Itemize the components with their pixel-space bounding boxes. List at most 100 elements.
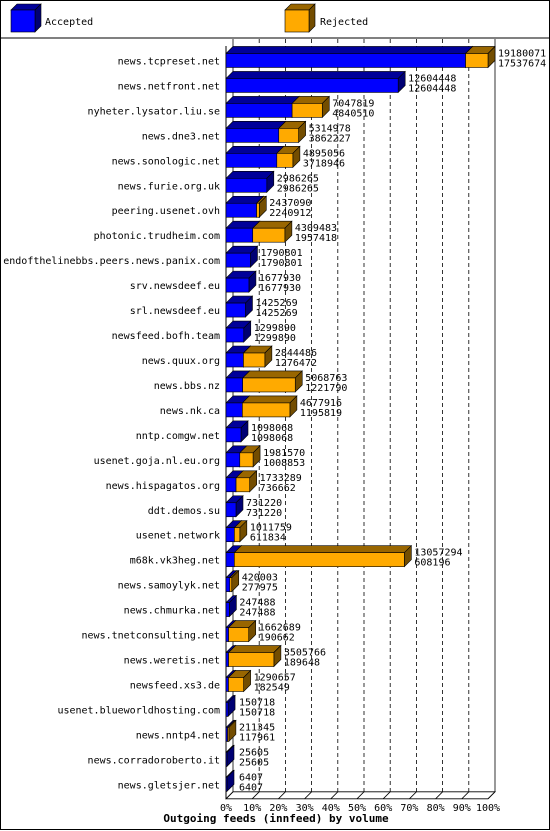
x-axis: 0% 10% 20% 30% 40% 50% 60% 70% 80% 90% 100% — [220, 791, 500, 814]
offered-value: 1790801 — [260, 248, 302, 259]
tick-mark — [356, 791, 365, 800]
rejected-box-icon — [284, 3, 316, 33]
bar-accepted — [225, 295, 254, 318]
category-label: photonic.trudheim.com — [94, 231, 220, 242]
category-label: news.dne3.net — [142, 131, 220, 142]
bar-rejected — [227, 669, 252, 693]
offered-value: 4677916 — [300, 398, 342, 409]
offered-value: 3505766 — [284, 648, 326, 659]
accepted-value: 1276472 — [275, 358, 317, 369]
bar-accepted — [225, 420, 249, 443]
bar-srl.newsdeef.eu — [225, 295, 254, 318]
bar-nntp.comgw.net — [225, 420, 249, 443]
bar-srv.newsdeef.eu — [225, 270, 257, 293]
tick-mark — [225, 791, 234, 800]
offered-value: 1098068 — [251, 423, 293, 434]
tick-label: 50% — [348, 803, 366, 814]
offered-value: 5068763 — [305, 373, 347, 384]
accepted-value: 1195819 — [300, 408, 342, 419]
accepted-value: 1008853 — [263, 458, 305, 469]
accepted-value: 3862227 — [309, 133, 351, 144]
offered-value: 1981570 — [263, 448, 305, 459]
accepted-value: 1299890 — [254, 333, 296, 344]
bar-accepted — [225, 245, 259, 268]
bar-accepted — [225, 694, 236, 718]
category-label: news.tnetconsulting.net — [82, 631, 220, 642]
bar-usenet.goja.nl.eu.org — [225, 445, 261, 468]
bar-rejected — [278, 120, 307, 144]
bar-nyheter.lysator.liu.se — [225, 95, 330, 119]
offered-value: 731220 — [246, 498, 282, 509]
category-label: usenet.network — [136, 531, 220, 542]
accepted-value: 611834 — [250, 533, 286, 544]
bar-accepted — [225, 594, 238, 618]
offered-value: 1299890 — [254, 323, 296, 334]
offered-value: 150718 — [239, 697, 275, 708]
category-label: news.nk.ca — [160, 406, 220, 417]
bar-accepted — [225, 170, 275, 194]
legend: Accepted Rejected — [1, 3, 550, 39]
offered-value: 2844486 — [275, 348, 317, 359]
bar-accepted — [225, 70, 406, 94]
category-label: newsfeed.xs3.de — [130, 680, 220, 691]
bar-accepted — [225, 769, 235, 793]
offered-value: 1425269 — [255, 298, 297, 309]
bar-accepted — [225, 45, 474, 69]
accepted-value: 4840510 — [332, 108, 374, 119]
category-label: endofthelinebbs.peers.news.panix.com — [3, 256, 220, 267]
accepted-value: 150718 — [239, 707, 275, 718]
offered-value: 2986265 — [277, 173, 319, 184]
accepted-value: 1957418 — [295, 233, 337, 244]
bar-accepted — [225, 145, 285, 169]
category-label: news.sonologic.net — [112, 156, 220, 167]
offered-value: 25605 — [239, 747, 269, 758]
bar-newsfeed.xs3.de — [225, 669, 252, 693]
offered-value: 1662689 — [259, 623, 301, 634]
bar-news.corradoroberto.it — [225, 744, 235, 768]
category-label: news.samoylyk.net — [118, 581, 220, 592]
category-label: m68k.vk3heg.net — [130, 556, 220, 567]
offered-value: 2437090 — [269, 198, 311, 209]
accepted-value: 1221790 — [305, 383, 347, 394]
accepted-value: 731220 — [246, 508, 282, 519]
tick-label: 0% — [220, 803, 232, 814]
bars — [225, 45, 496, 793]
offered-value: 5314978 — [309, 123, 351, 134]
category-label: news.chmurka.net — [124, 606, 220, 617]
tick-mark — [461, 791, 470, 800]
offered-value: 6407 — [239, 772, 263, 783]
bar-rejected — [227, 644, 282, 668]
category-label: ddt.demos.su — [148, 506, 220, 517]
accepted-value: 1425269 — [255, 308, 297, 319]
bar-accepted — [225, 345, 252, 368]
accepted-value: 190662 — [259, 633, 295, 644]
accepted-value: 189648 — [284, 658, 320, 669]
category-label: news.weretis.net — [124, 656, 220, 667]
bar-accepted — [225, 744, 235, 768]
bar-news.tcpreset.net — [225, 45, 496, 69]
category-label: newsfeed.bofh.team — [112, 331, 220, 342]
offered-value: 12604448 — [408, 73, 456, 84]
bar-usenet.network — [225, 519, 248, 543]
category-label: news.hispagatos.org — [106, 481, 220, 492]
category-label: nyheter.lysator.liu.se — [88, 106, 220, 117]
tick-mark — [435, 791, 443, 800]
bar-news.weretis.net — [225, 644, 282, 668]
offered-value: 1677930 — [259, 273, 301, 284]
accepted-value: 247488 — [239, 608, 275, 619]
offered-value: 420003 — [242, 573, 278, 584]
accepted-value: 25605 — [239, 757, 269, 768]
accepted-value: 1677930 — [259, 283, 301, 294]
bar-usenet.blueworldhosting.com — [225, 694, 236, 718]
bar-accepted — [225, 270, 257, 293]
tick-mark — [304, 791, 312, 800]
bar-news.quux.org — [225, 345, 273, 368]
bar-accepted — [225, 395, 251, 418]
category-label: news.quux.org — [142, 356, 220, 367]
category-label: peering.usenet.ovh — [112, 206, 220, 217]
category-label: usenet.goja.nl.eu.org — [94, 456, 220, 467]
category-labels: news.tcpreset.net news.netfront.net nyhete… — [3, 56, 220, 791]
bar-news.samoylyk.net — [225, 569, 240, 593]
tick-label: 30% — [296, 803, 314, 814]
